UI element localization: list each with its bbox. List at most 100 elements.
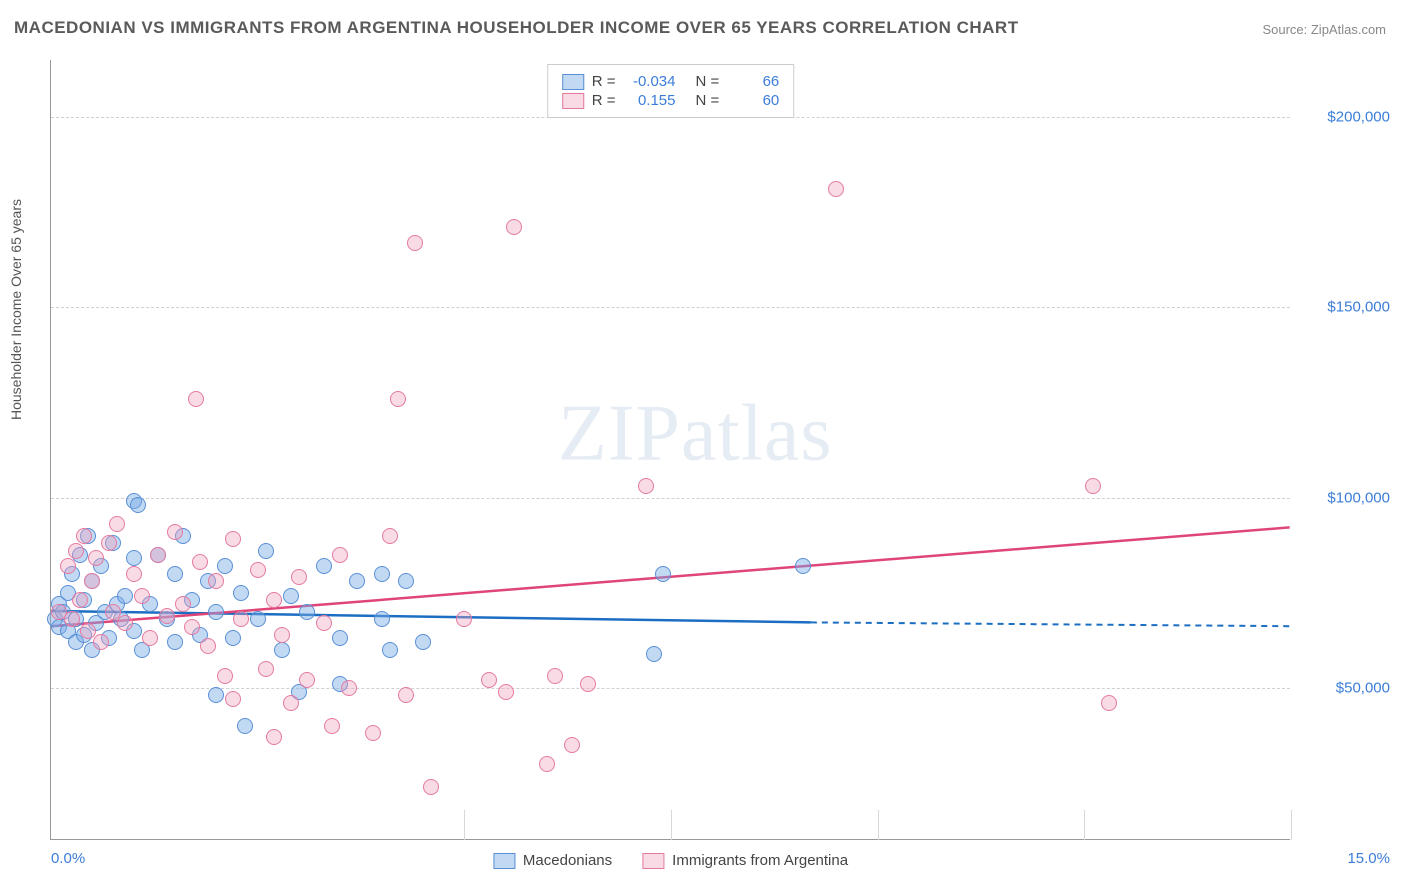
data-point — [258, 661, 274, 677]
data-point — [316, 558, 332, 574]
x-tick-mark — [464, 810, 465, 840]
data-point — [415, 634, 431, 650]
data-point — [159, 608, 175, 624]
data-point — [117, 615, 133, 631]
data-point — [258, 543, 274, 559]
data-point — [423, 779, 439, 795]
chart-plot-area: ZIPatlas R =-0.034N =66R =0.155N =60 Mac… — [50, 60, 1290, 840]
data-point — [316, 615, 332, 631]
data-point — [167, 524, 183, 540]
legend-r-label: R = — [592, 73, 616, 90]
data-point — [365, 725, 381, 741]
data-point — [167, 634, 183, 650]
data-point — [398, 573, 414, 589]
data-point — [250, 611, 266, 627]
legend-swatch — [562, 74, 584, 90]
data-point — [84, 573, 100, 589]
data-point — [142, 630, 158, 646]
x-tick-label: 15.0% — [1300, 850, 1390, 867]
x-tick-mark — [1084, 810, 1085, 840]
data-point — [188, 391, 204, 407]
gridline-horizontal — [51, 307, 1290, 308]
data-point — [382, 642, 398, 658]
data-point — [60, 558, 76, 574]
legend-swatch — [642, 853, 664, 869]
data-point — [175, 596, 191, 612]
data-point — [390, 391, 406, 407]
data-point — [225, 531, 241, 547]
data-point — [208, 687, 224, 703]
data-point — [130, 497, 146, 513]
data-point — [374, 611, 390, 627]
data-point — [382, 528, 398, 544]
data-point — [283, 588, 299, 604]
legend-item-label: Macedonians — [523, 852, 612, 869]
watermark-text: ZIPatlas — [558, 388, 833, 479]
data-point — [225, 630, 241, 646]
data-point — [349, 573, 365, 589]
data-point — [134, 588, 150, 604]
legend-r-value: 0.155 — [628, 92, 676, 109]
data-point — [217, 558, 233, 574]
data-point — [109, 516, 125, 532]
data-point — [64, 611, 80, 627]
series-legend: Macedonians Immigrants from Argentina — [493, 852, 848, 869]
legend-item: Macedonians — [493, 852, 612, 869]
data-point — [117, 588, 133, 604]
data-point — [498, 684, 514, 700]
chart-title: MACEDONIAN VS IMMIGRANTS FROM ARGENTINA … — [14, 18, 1019, 38]
data-point — [655, 566, 671, 582]
legend-row: R = 0.155 N = 60 — [562, 92, 780, 109]
data-point — [233, 611, 249, 627]
legend-n-label: N = — [696, 73, 720, 90]
data-point — [1085, 478, 1101, 494]
data-point — [150, 547, 166, 563]
data-point — [250, 562, 266, 578]
data-point — [68, 543, 84, 559]
gridline-horizontal — [51, 498, 1290, 499]
data-point — [299, 672, 315, 688]
data-point — [192, 554, 208, 570]
data-point — [208, 604, 224, 620]
legend-n-value: 60 — [731, 92, 779, 109]
y-tick-label: $50,000 — [1300, 679, 1390, 696]
data-point — [324, 718, 340, 734]
data-point — [93, 634, 109, 650]
data-point — [564, 737, 580, 753]
data-point — [184, 619, 200, 635]
x-tick-mark — [1291, 810, 1292, 840]
legend-swatch — [562, 93, 584, 109]
data-point — [341, 680, 357, 696]
data-point — [208, 573, 224, 589]
legend-row: R =-0.034N =66 — [562, 73, 780, 90]
data-point — [225, 691, 241, 707]
data-point — [291, 569, 307, 585]
data-point — [547, 668, 563, 684]
data-point — [200, 638, 216, 654]
data-point — [299, 604, 315, 620]
data-point — [398, 687, 414, 703]
x-tick-mark — [671, 810, 672, 840]
data-point — [638, 478, 654, 494]
data-point — [126, 550, 142, 566]
legend-r-label: R = — [592, 92, 616, 109]
data-point — [539, 756, 555, 772]
data-point — [828, 181, 844, 197]
data-point — [88, 550, 104, 566]
correlation-legend: R =-0.034N =66R =0.155N =60 — [547, 64, 795, 118]
y-axis-label: Householder Income Over 65 years — [8, 199, 24, 420]
data-point — [456, 611, 472, 627]
data-point — [332, 547, 348, 563]
data-point — [407, 235, 423, 251]
y-tick-label: $150,000 — [1300, 299, 1390, 316]
legend-r-value: -0.034 — [628, 73, 676, 90]
data-point — [101, 535, 117, 551]
data-point — [1101, 695, 1117, 711]
data-point — [76, 528, 92, 544]
legend-n-label: N = — [696, 92, 720, 109]
data-point — [274, 642, 290, 658]
legend-item: Immigrants from Argentina — [642, 852, 848, 869]
data-point — [332, 630, 348, 646]
data-point — [646, 646, 662, 662]
data-point — [580, 676, 596, 692]
